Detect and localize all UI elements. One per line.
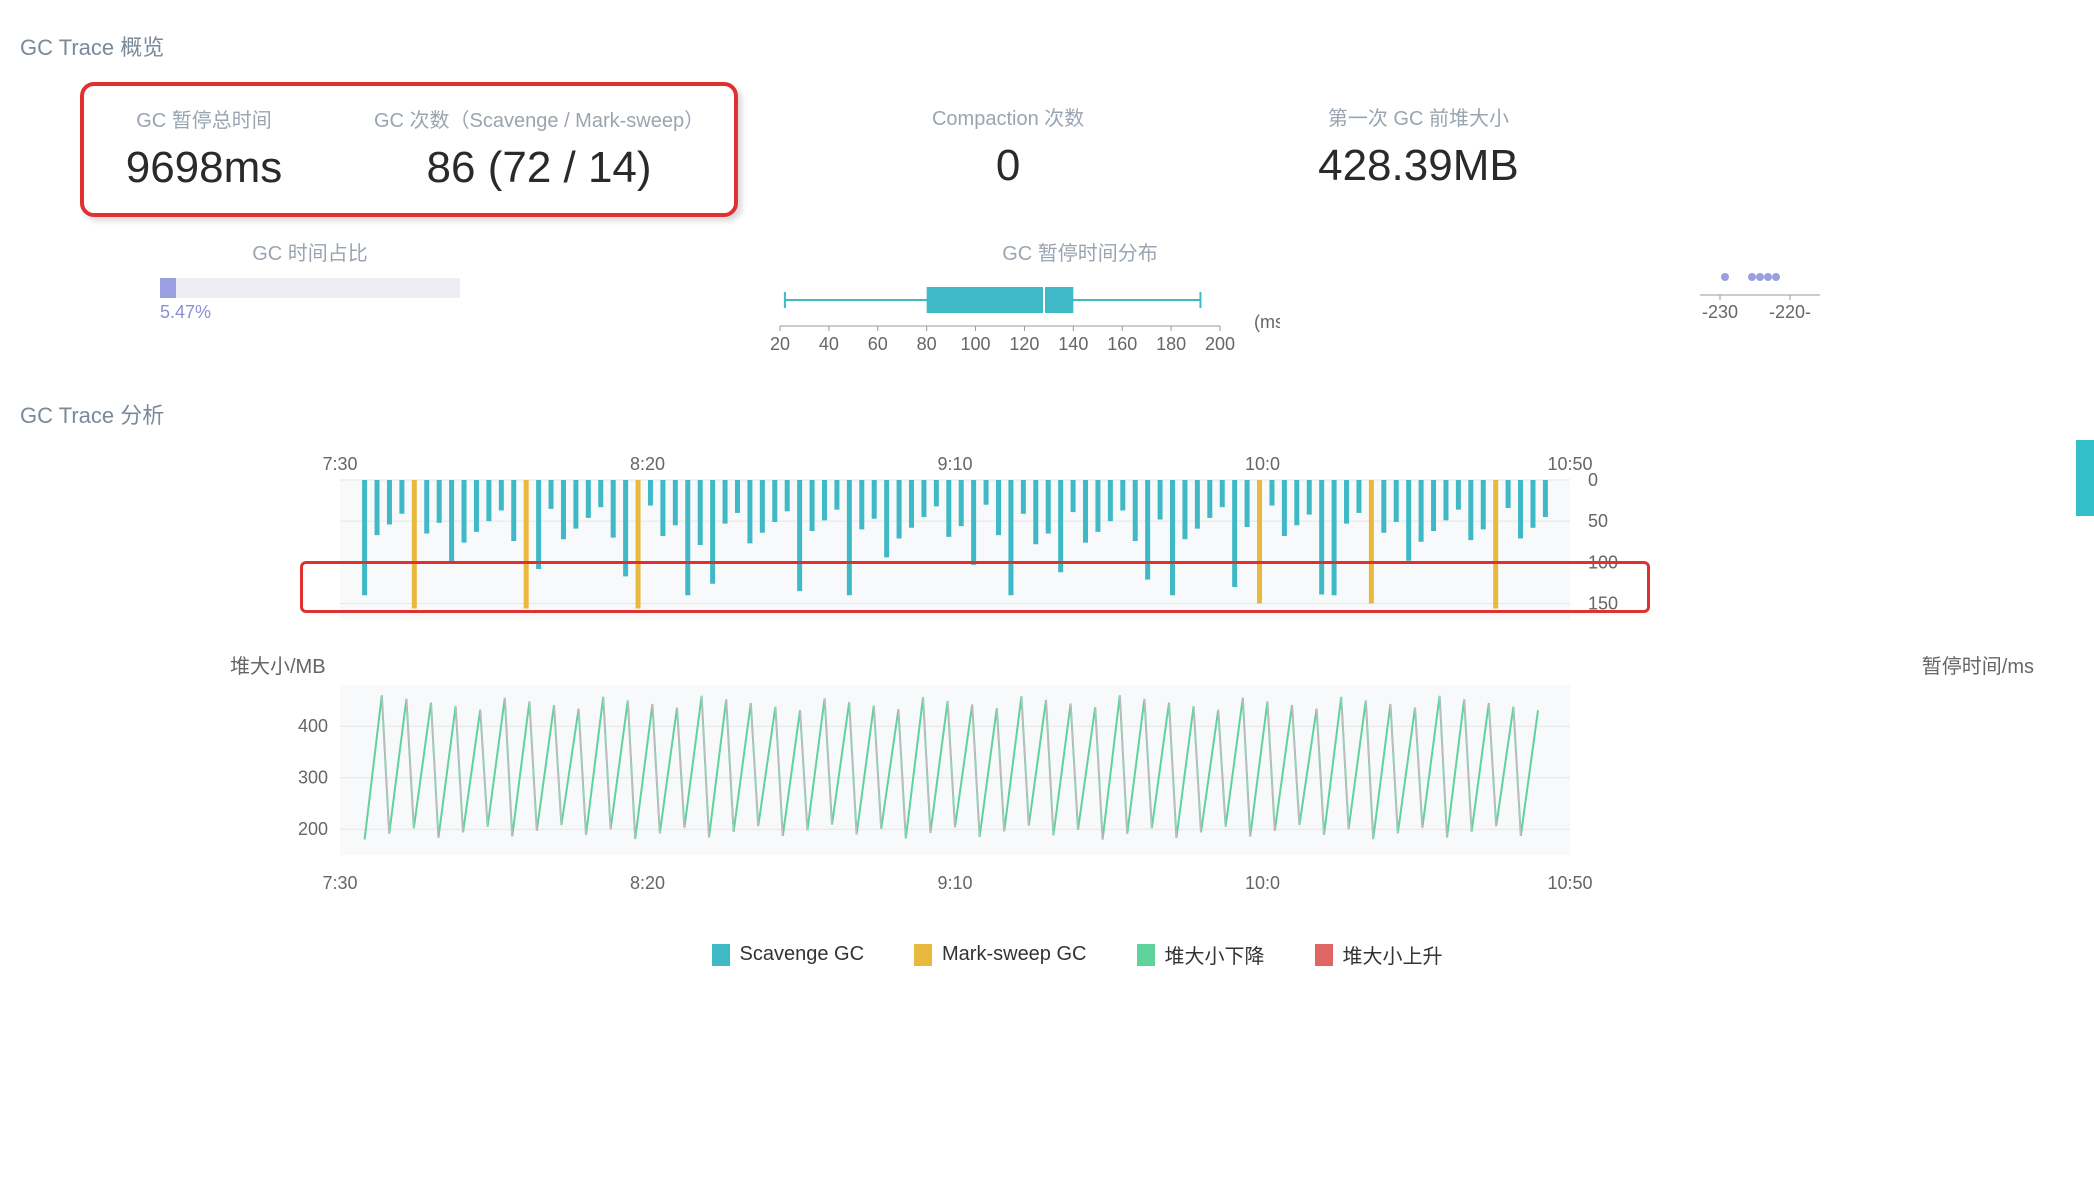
gc-time-ratio-text: 5.47% — [160, 302, 540, 323]
pause-right-label: 暂停时间/ms — [1922, 650, 2034, 679]
svg-text:200: 200 — [1205, 334, 1235, 354]
pause-dist-boxplot: 20 40 60 80 100 120 140 160 180 200 (ms) — [760, 278, 1280, 358]
svg-text:300: 300 — [298, 768, 328, 788]
legend-item: 堆大小上升 — [1315, 940, 1443, 969]
svg-text:7:30: 7:30 — [322, 873, 357, 893]
svg-text:60: 60 — [868, 334, 888, 354]
svg-text:9:10: 9:10 — [937, 454, 972, 474]
svg-text:160: 160 — [1107, 334, 1137, 354]
heap-chart: 200 300 400 7:30 8:20 9:10 10:0 10:50 — [280, 675, 1660, 905]
svg-text:80: 80 — [917, 334, 937, 354]
dot-strip-chart: -230 -220- — [1700, 263, 1820, 323]
legend-swatch — [1137, 944, 1155, 966]
stat-value: 0 — [918, 141, 1098, 191]
highlighted-stats: GC 暂停总时间 9698ms GC 次数（Scavenge / Mark-sw… — [80, 82, 738, 217]
stat-gc-pause-total: GC 暂停总时间 9698ms — [114, 104, 294, 193]
analysis-title: GC Trace 分析 — [20, 398, 2074, 430]
stat-value: 9698ms — [114, 143, 294, 193]
legend-label: 堆大小下降 — [1165, 940, 1265, 969]
stat-label: GC 次数（Scavenge / Mark-sweep） — [374, 104, 704, 133]
svg-text:10:50: 10:50 — [1547, 873, 1592, 893]
gc-time-ratio-label: GC 时间占比 — [80, 237, 540, 266]
svg-text:200: 200 — [298, 819, 328, 839]
stat-compaction: Compaction 次数 0 — [918, 82, 1098, 191]
svg-text:140: 140 — [1058, 334, 1088, 354]
stat-gc-count: GC 次数（Scavenge / Mark-sweep） 86 (72 / 14… — [374, 104, 704, 193]
svg-text:-230: -230 — [1702, 302, 1738, 322]
stat-label: Compaction 次数 — [918, 102, 1098, 131]
legend-swatch — [712, 944, 730, 966]
legend-swatch — [914, 944, 932, 966]
overview-subcharts: GC 时间占比 5.47% GC 暂停时间分布 20 40 60 80 100 120 14… — [20, 237, 2074, 358]
pause-chart: 0501001507:308:209:1010:010:50 — [280, 450, 1660, 630]
svg-text:10:50: 10:50 — [1547, 454, 1592, 474]
overview-title: GC Trace 概览 — [20, 30, 2074, 62]
svg-text:20: 20 — [770, 334, 790, 354]
svg-text:-220-: -220- — [1769, 302, 1811, 322]
legend-item: 堆大小下降 — [1137, 940, 1265, 969]
stat-label: GC 暂停总时间 — [114, 104, 294, 133]
heap-chart-wrapper: 200 300 400 7:30 8:20 9:10 10:0 10:50 — [280, 675, 1660, 910]
svg-text:400: 400 — [298, 716, 328, 736]
legend-item: Scavenge GC — [712, 940, 865, 969]
svg-text:100: 100 — [1588, 552, 1618, 572]
svg-text:40: 40 — [819, 334, 839, 354]
legend-label: Scavenge GC — [740, 943, 865, 966]
svg-text:(ms): (ms) — [1254, 312, 1280, 332]
side-tab[interactable] — [2076, 440, 2094, 516]
svg-text:100: 100 — [961, 334, 991, 354]
stat-value: 428.39MB — [1318, 141, 1519, 191]
svg-text:8:20: 8:20 — [630, 454, 665, 474]
svg-text:8:20: 8:20 — [630, 873, 665, 893]
svg-text:9:10: 9:10 — [937, 873, 972, 893]
svg-text:10:0: 10:0 — [1245, 454, 1280, 474]
gc-time-ratio-fill — [160, 278, 176, 298]
overview-stats-row: GC 暂停总时间 9698ms GC 次数（Scavenge / Mark-sw… — [20, 82, 2074, 217]
pause-dist-label: GC 暂停时间分布 — [760, 237, 1400, 266]
svg-text:7:30: 7:30 — [322, 454, 357, 474]
svg-text:180: 180 — [1156, 334, 1186, 354]
legend-item: Mark-sweep GC — [914, 940, 1086, 969]
stat-first-gc-heap: 第一次 GC 前堆大小 428.39MB — [1318, 82, 1519, 191]
svg-text:10:0: 10:0 — [1245, 873, 1280, 893]
legend: Scavenge GC Mark-sweep GC 堆大小下降 堆大小上升 — [80, 940, 2074, 969]
legend-swatch — [1315, 944, 1333, 966]
pause-dist-block: GC 暂停时间分布 20 40 60 80 100 120 140 160 180 200 (ms) — [760, 237, 1400, 358]
svg-text:50: 50 — [1588, 511, 1608, 531]
stat-value: 86 (72 / 14) — [374, 143, 704, 193]
dot-strip-block: -230 -220- — [1680, 263, 1840, 358]
analysis-area: 0501001507:308:209:1010:010:50 暂停时间/ms 堆… — [20, 450, 2074, 969]
svg-text:150: 150 — [1588, 594, 1618, 614]
pause-chart-wrapper: 0501001507:308:209:1010:010:50 暂停时间/ms 堆… — [80, 450, 2074, 635]
legend-label: Mark-sweep GC — [942, 943, 1086, 966]
gc-time-ratio-block: GC 时间占比 5.47% — [80, 237, 540, 358]
svg-text:120: 120 — [1009, 334, 1039, 354]
legend-label: 堆大小上升 — [1343, 940, 1443, 969]
stat-label: 第一次 GC 前堆大小 — [1318, 102, 1519, 131]
gc-time-ratio-bar — [160, 278, 460, 298]
